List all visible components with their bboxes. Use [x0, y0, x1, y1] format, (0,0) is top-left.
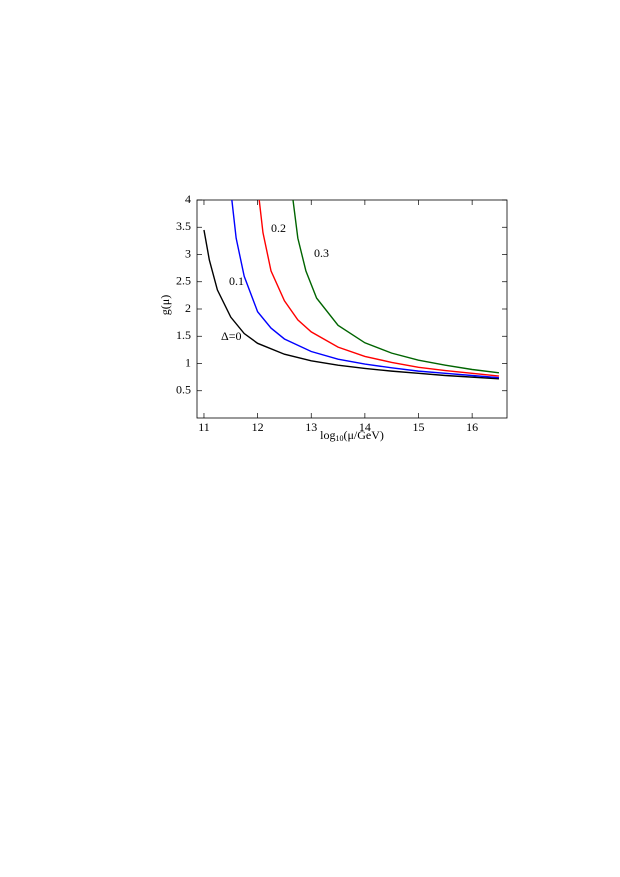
plot-frame: [196, 199, 508, 419]
curve-label: Δ=0: [221, 329, 241, 343]
curve-label: 0.1: [229, 274, 244, 288]
y-tick-label: 2: [185, 301, 191, 315]
x-tick-label: 14: [359, 420, 371, 434]
x-tick-label: 16: [466, 420, 478, 434]
x-axis-label: log10(μ/GeV): [320, 428, 384, 443]
y-tick-label: 0.5: [176, 383, 191, 397]
x-tick-label: 12: [252, 420, 264, 434]
curve-label: 0.2: [271, 221, 286, 235]
y-tick-label: 3.5: [176, 219, 191, 233]
x-tick-label: 15: [413, 420, 425, 434]
curve: [203, 229, 499, 380]
curve: [292, 199, 500, 374]
curve: [258, 199, 500, 377]
curve: [231, 199, 500, 379]
x-tick-label: 11: [198, 420, 210, 434]
y-axis-label: g(μ): [158, 295, 172, 315]
y-tick-label: 3: [185, 246, 191, 260]
curve-label: 0.3: [314, 246, 329, 260]
y-tick-label: 1: [185, 355, 191, 369]
x-tick-label: 13: [305, 420, 317, 434]
y-tick-label: 4: [185, 192, 191, 206]
y-tick-label: 2.5: [176, 274, 191, 288]
y-tick-label: 1.5: [176, 328, 191, 342]
